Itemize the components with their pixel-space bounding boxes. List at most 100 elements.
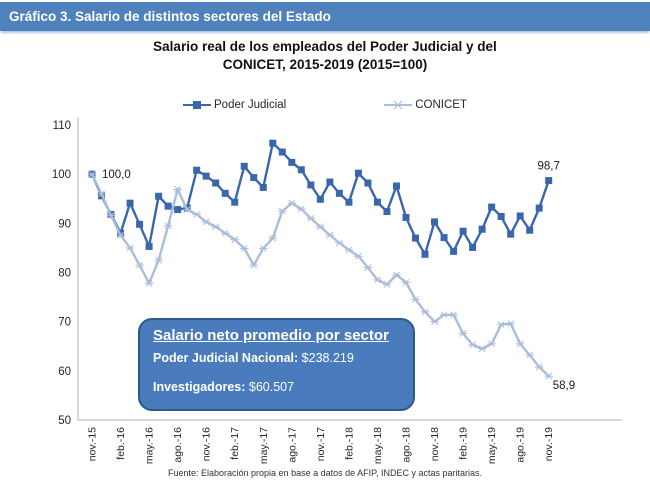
conicet-marker	[420, 308, 430, 316]
poder-judicial-marker	[240, 162, 248, 170]
conicet-marker	[525, 351, 534, 359]
conicet-marker	[306, 215, 316, 222]
source-note: Fuente: Elaboración propia en base a dat…	[167, 468, 482, 478]
poder-judicial-marker	[440, 234, 448, 242]
callout-label-poder-judicial: Poder Judicial Nacional:	[153, 351, 299, 365]
chart-legend: Poder Judicial CONICET	[0, 99, 650, 111]
poder-judicial-marker	[507, 230, 515, 238]
conicet-marker	[97, 190, 106, 198]
poder-judicial-marker	[535, 204, 543, 212]
poder-judicial-marker	[478, 225, 486, 233]
conicet-marker	[249, 261, 258, 269]
legend-label-poder-judicial: Poder Judicial	[214, 99, 287, 111]
x-tick-label: ago.-16	[172, 427, 184, 463]
x-tick-label: feb.-18	[343, 427, 355, 460]
y-tick-label: 60	[58, 366, 71, 378]
banner-title: Gráfico 3. Salario de distintos sectores…	[0, 2, 650, 31]
poder-judicial-marker	[545, 177, 553, 185]
conicet-marker	[468, 341, 477, 349]
poder-judicial-marker	[364, 179, 372, 187]
poder-judicial-marker	[373, 198, 381, 206]
conicet-marker	[278, 207, 287, 215]
conicet-marker	[458, 330, 468, 337]
poder-judicial-marker	[297, 166, 305, 174]
poder-judicial-marker	[345, 198, 353, 206]
conicet-marker	[496, 321, 506, 329]
poder-judicial-marker	[202, 172, 210, 180]
legend-swatch-poder-judicial-icon	[183, 101, 211, 109]
conicet-marker	[316, 223, 325, 231]
conicet-marker	[201, 218, 211, 226]
conicet-marker	[154, 256, 163, 264]
legend-item-conicet: CONICET	[384, 99, 467, 111]
y-tick-label: 110	[53, 120, 71, 132]
x-tick-label: feb.-19	[458, 427, 470, 460]
conicet-marker	[87, 170, 97, 178]
conicet-marker	[354, 252, 363, 260]
conicet-marker	[449, 311, 458, 319]
x-tick-label: nov.-17	[315, 427, 327, 461]
callout-line-investigadores: Investigadores: $60.507	[153, 380, 400, 394]
conicet-marker	[344, 246, 354, 254]
y-tick-label: 90	[58, 218, 71, 230]
poder-judicial-marker	[126, 199, 134, 207]
y-tick-label: 80	[58, 268, 71, 280]
poder-judicial-marker	[516, 212, 524, 220]
conicet-marker	[221, 229, 230, 237]
conicet-marker	[544, 372, 553, 380]
conicet-marker	[439, 311, 449, 319]
x-tick-label: nov.-18	[429, 427, 441, 461]
poder-judicial-marker	[469, 243, 477, 251]
conicet-marker	[182, 206, 192, 213]
conicet-marker	[144, 279, 154, 287]
poder-judicial-marker	[412, 234, 420, 242]
x-tick-label: nov.-19	[543, 427, 555, 461]
conicet-marker	[325, 231, 335, 239]
poder-judicial-marker	[335, 189, 343, 197]
poder-judicial-marker	[164, 202, 172, 210]
data-point-label: 98,7	[538, 161, 560, 173]
poder-judicial-marker	[231, 198, 239, 206]
x-tick-label: may.-18	[372, 427, 384, 464]
x-tick-label: feb.-17	[229, 427, 241, 460]
data-point-label: 58,9	[553, 380, 575, 392]
conicet-marker	[401, 278, 411, 286]
x-tick-label: ago.-18	[400, 427, 412, 463]
poder-judicial-marker	[459, 227, 467, 235]
conicet-marker	[163, 222, 173, 230]
conicet-marker	[116, 231, 125, 239]
poder-judicial-marker	[326, 178, 334, 186]
poder-judicial-marker	[450, 247, 458, 255]
conicet-marker	[411, 296, 420, 303]
x-tick-label: nov.-15	[87, 427, 99, 461]
poder-judicial-marker	[402, 213, 410, 221]
legend-swatch-conicet-icon	[384, 100, 413, 110]
poder-judicial-marker	[354, 169, 362, 177]
x-tick-label: may.-17	[258, 427, 270, 464]
y-tick-label: 50	[58, 415, 71, 427]
callout-label-investigadores: Investigadores:	[153, 380, 246, 394]
conicet-marker	[430, 318, 439, 326]
callout-value-poder-judicial: $238.219	[298, 351, 354, 365]
data-point-label: 100,0	[102, 169, 131, 181]
conicet-marker	[259, 245, 268, 252]
x-tick-label: may.-16	[144, 427, 156, 464]
chart-title: Salario real de los empleados del Poder …	[0, 38, 650, 74]
poder-judicial-marker	[145, 242, 153, 250]
conicet-marker	[373, 276, 382, 284]
x-tick-label: may.-19	[486, 427, 498, 464]
callout-value-investigadores: $60.507	[245, 380, 295, 394]
conicet-marker	[287, 199, 297, 207]
conicet-marker	[230, 236, 239, 243]
poder-judicial-marker	[526, 226, 534, 234]
poder-judicial-marker	[212, 179, 220, 187]
poder-judicial-marker	[488, 203, 496, 211]
poder-judicial-marker	[431, 218, 439, 226]
poder-judicial-marker	[316, 195, 324, 203]
conicet-marker	[392, 271, 401, 279]
poder-judicial-marker	[269, 139, 277, 147]
x-tick-label: ago.-17	[286, 427, 298, 463]
poder-judicial-marker	[250, 174, 258, 182]
